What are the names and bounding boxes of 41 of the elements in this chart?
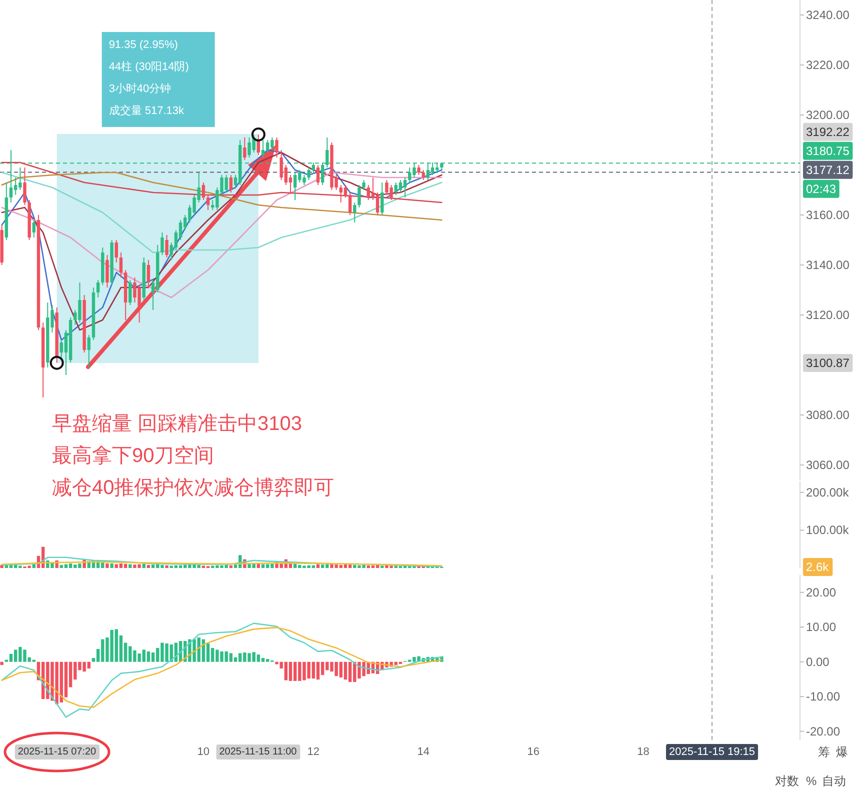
text: 3192.22	[806, 124, 850, 139]
y-tick-label: 3160.00	[806, 208, 850, 222]
annotation: 3小时40分钟	[108, 82, 172, 95]
annotation: 最高拿下90刀空间	[52, 444, 214, 467]
ref-line-label: 2025-11-15 19:15	[669, 746, 756, 758]
annotation: 早盘缩量 回踩精准击中3103	[52, 413, 302, 435]
y-tick-label: 3240.00	[806, 8, 850, 22]
text: 对数	[775, 774, 799, 788]
text: 3100.87	[806, 356, 850, 370]
text: 02:43	[806, 182, 836, 196]
y-tick-label: 3120.00	[806, 308, 850, 322]
text: 2025-11-15 07:20	[18, 746, 97, 758]
y-tick-label: 3200.00	[806, 108, 850, 122]
y-tick-label: 3140.00	[806, 258, 850, 272]
y-tick-label: 100.00k	[806, 523, 850, 538]
x-tick-label: 10	[197, 746, 210, 758]
annotation: 减仓40推保护依次减仓博弈即可	[52, 476, 334, 499]
y-tick-label: -10.00	[806, 690, 840, 704]
y-tick-label: 3220.00	[806, 58, 850, 72]
y-tick-label: 3060.00	[806, 458, 850, 472]
annotation: 成交量 517.13k	[108, 104, 185, 117]
ref-line-label: 3180.75	[806, 144, 850, 158]
text: 自动	[822, 774, 846, 788]
text: %	[806, 774, 817, 788]
y-tick-label: 20.00	[806, 585, 836, 600]
x-tick-label: 18	[637, 746, 650, 758]
ref-line-label: 3177.12	[806, 162, 850, 177]
y-tick-label: 0.00	[806, 654, 830, 669]
y-tick-label: -20.00	[806, 724, 840, 738]
y-tick-label: 10.00	[806, 620, 836, 634]
x-tick-label: 14	[417, 746, 430, 758]
text: 筹	[818, 745, 830, 759]
text: 爆	[836, 745, 848, 759]
y-tick-label: 200.00k	[806, 485, 850, 500]
annotation: 44柱 (30阳14阴)	[108, 61, 189, 73]
x-tick-label: 16	[527, 746, 540, 758]
annotation: 91.35 (2.95%)	[108, 39, 178, 51]
x-tick-label: 12	[307, 746, 320, 758]
text: 2.6k	[806, 560, 830, 574]
text: 2025-11-15 11:00	[219, 746, 298, 758]
y-tick-label: 3080.00	[806, 408, 850, 422]
